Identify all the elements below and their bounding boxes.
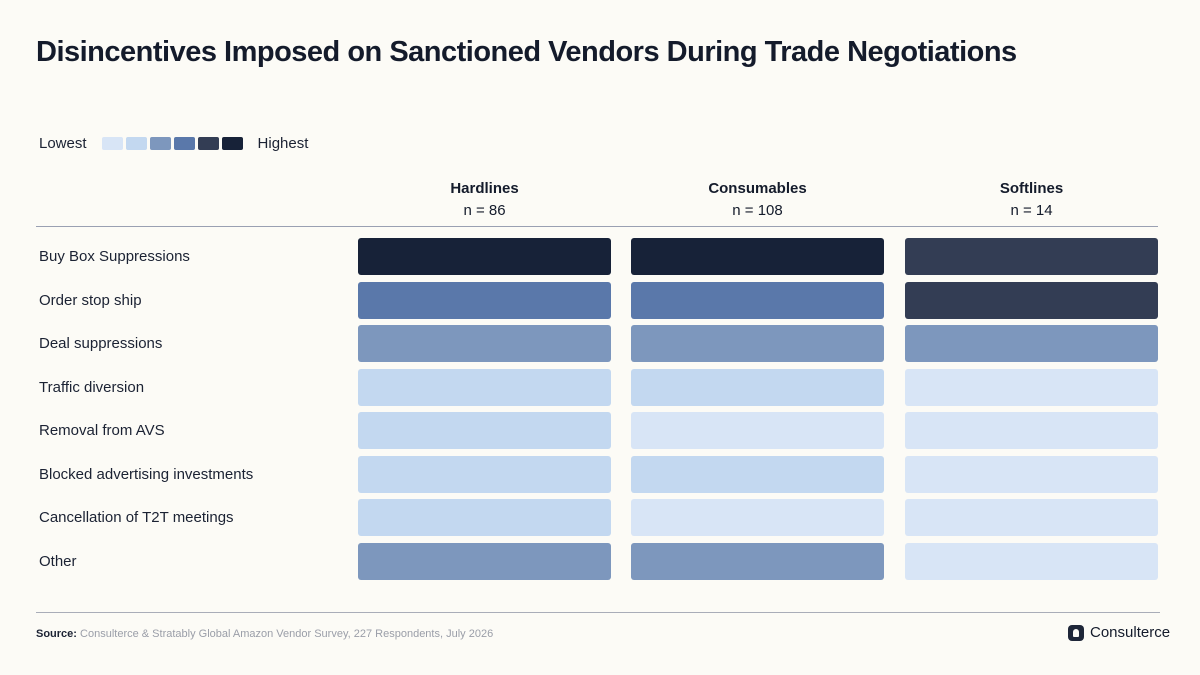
heatmap-cell xyxy=(905,542,1158,580)
column-sample-size: n = 86 xyxy=(463,202,506,219)
column-name: Consumables xyxy=(708,180,807,197)
legend-swatch-5 xyxy=(197,136,219,150)
legend-swatch-6 xyxy=(221,136,243,150)
row-label: Deal suppressions xyxy=(39,335,163,352)
heatmap-cell xyxy=(631,281,884,319)
column-header: Consumables n = 108 xyxy=(631,178,884,222)
row-label: Other xyxy=(39,552,77,570)
heatmap-cell xyxy=(358,325,611,362)
heatmap-cell xyxy=(631,455,884,493)
heatmap-cell xyxy=(905,325,1158,362)
legend-low-label: Lowest xyxy=(39,134,87,152)
legend-swatch-1 xyxy=(101,136,123,150)
row-label: Traffic diversion xyxy=(39,378,145,396)
heatmap-cell xyxy=(631,368,884,406)
column-name: Hardlines xyxy=(450,180,519,197)
heatmap-cell xyxy=(358,238,611,275)
column-header: Softlines n = 14 xyxy=(905,178,1158,222)
row-label: Cancellation of T2T meetings xyxy=(39,509,234,526)
brand: Consulterce xyxy=(1068,624,1170,641)
row-label: Blocked advertising investments xyxy=(39,465,254,483)
row-label: Buy Box Suppressions xyxy=(39,248,190,265)
heatmap-cell xyxy=(631,238,884,275)
heatmap-cell xyxy=(358,455,611,493)
row-label: Removal from AVS xyxy=(39,422,165,439)
legend-swatch-3 xyxy=(149,136,171,150)
heatmap-cell xyxy=(905,281,1158,319)
heatmap-cell xyxy=(631,412,884,449)
heatmap-cell xyxy=(358,412,611,449)
column-name: Softlines xyxy=(999,180,1064,197)
column-sample-size: n = 14 xyxy=(1010,202,1053,219)
legend-swatch-2 xyxy=(125,136,147,150)
column-sample-size: n = 108 xyxy=(732,202,783,219)
color-legend: Lowest Highest xyxy=(39,133,308,153)
heatmap-cell xyxy=(631,499,884,536)
heatmap-cell xyxy=(358,542,611,580)
heatmap-cell xyxy=(631,542,884,580)
legend-swatches xyxy=(101,136,246,150)
heatmap-cell xyxy=(631,325,884,362)
heatmap-cell xyxy=(358,281,611,319)
legend-swatch-4 xyxy=(173,136,195,150)
source-text: Consulterce & Stratably Global Amazon Ve… xyxy=(80,628,494,640)
source-note: Source: Consulterce & Stratably Global A… xyxy=(36,628,493,640)
heatmap-cell xyxy=(905,412,1158,449)
column-header: Hardlines n = 86 xyxy=(358,178,611,222)
source-label: Source: xyxy=(36,628,77,640)
footer-divider xyxy=(36,612,1160,613)
heatmap-cell xyxy=(905,455,1158,493)
row-label: Order stop ship xyxy=(39,291,142,309)
heatmap-cell xyxy=(905,368,1158,406)
brand-name: Consulterce xyxy=(1090,624,1171,641)
heatmap-cell xyxy=(905,499,1158,536)
chart-title: Disincentives Imposed on Sanctioned Vend… xyxy=(36,36,1017,68)
heatmap-cell xyxy=(358,499,611,536)
legend-high-label: Highest xyxy=(257,134,309,152)
heatmap-cell xyxy=(358,368,611,406)
header-divider xyxy=(36,226,1158,227)
consulterce-logo-icon xyxy=(1068,624,1084,641)
heatmap-cell xyxy=(905,238,1158,275)
